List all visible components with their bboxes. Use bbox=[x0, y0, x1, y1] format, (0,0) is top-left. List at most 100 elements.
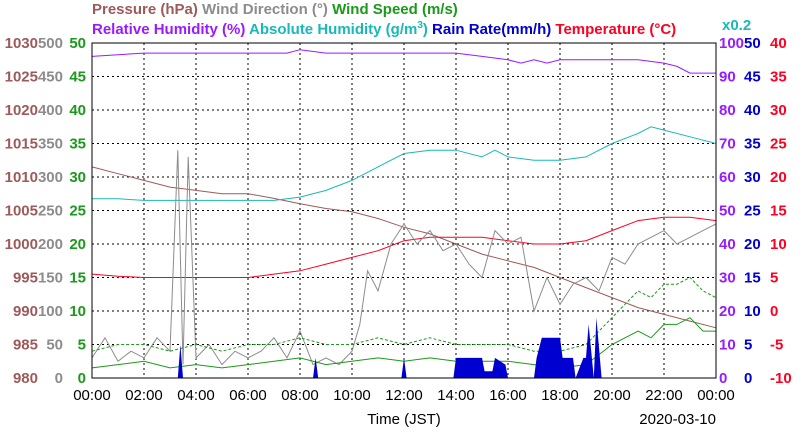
chart-date: 2020-03-10 bbox=[639, 411, 716, 428]
y-tick-label-wind_dir: 350 bbox=[38, 136, 63, 153]
x-tick-label: 04:00 bbox=[177, 387, 215, 404]
x-tick-label: 12:00 bbox=[385, 387, 423, 404]
y-tick-label-temp: 20 bbox=[770, 169, 787, 186]
y-tick-label-pressure: 1030 bbox=[5, 35, 38, 52]
x-axis: 00:00 02:00 04:00 06:00 08:00 10:00 12:00 14:00… bbox=[73, 387, 735, 404]
y-tick-label-rain: 20 bbox=[744, 236, 761, 253]
x-tick-label: 16:00 bbox=[489, 387, 527, 404]
y-tick-label-wind_speed: 10 bbox=[69, 303, 86, 320]
y-tick-label-rain: 45 bbox=[744, 69, 761, 86]
y-tick-label-humidity: 60 bbox=[719, 169, 736, 186]
y-tick-label-wind_speed: 15 bbox=[69, 270, 86, 287]
x-tick-label: 00:00 bbox=[73, 387, 111, 404]
y-tick-label-rain: 25 bbox=[744, 203, 761, 220]
y-tick-label-pressure: 985 bbox=[13, 337, 38, 354]
x-axis-label: Time (JST) bbox=[367, 411, 441, 428]
y-tick-label-rain: 50 bbox=[744, 35, 761, 52]
series-wind-speed-gust bbox=[91, 276, 717, 352]
y-tick-label-temp: 30 bbox=[770, 102, 787, 119]
x-tick-label: 06:00 bbox=[229, 387, 267, 404]
legend-ah-scale: x0.2 bbox=[722, 17, 751, 34]
y-tick-label-temp: 0 bbox=[770, 303, 778, 320]
y-tick-label-humidity: 30 bbox=[719, 270, 736, 287]
y-tick-label-wind_dir: 0 bbox=[55, 370, 63, 387]
series-temperature-c bbox=[91, 216, 717, 278]
series-pressure-hpa bbox=[91, 166, 717, 329]
x-tick-label: 20:00 bbox=[593, 387, 631, 404]
legend-entry: Relative Humidity (%) bbox=[92, 21, 245, 38]
y-tick-label-pressure: 990 bbox=[13, 303, 38, 320]
y-tick-label-wind_dir: 300 bbox=[38, 169, 63, 186]
x-tick-label: 08:00 bbox=[281, 387, 319, 404]
y-tick-label-wind_dir: 150 bbox=[38, 270, 63, 287]
legend-tail: ) bbox=[423, 21, 428, 38]
y-tick-label-wind_dir: 50 bbox=[46, 337, 63, 354]
legend-row-1: Pressure (hPa) Wind Direction (°) Wind S… bbox=[92, 1, 458, 18]
y-tick-label-humidity: 0 bbox=[719, 370, 727, 387]
series-rain-rate bbox=[92, 317, 716, 378]
y-tick-label-pressure: 1000 bbox=[5, 236, 38, 253]
y-tick-label-humidity: 80 bbox=[719, 102, 736, 119]
y-tick-label-humidity: 40 bbox=[719, 236, 736, 253]
y-tick-label-wind_speed: 35 bbox=[69, 136, 86, 153]
x-tick-label: 22:00 bbox=[645, 387, 683, 404]
y-tick-label-temp: -5 bbox=[770, 337, 783, 354]
x-tick-label: 14:00 bbox=[437, 387, 475, 404]
y-tick-label-wind_dir: 250 bbox=[38, 203, 63, 220]
x-tick-label: 18:00 bbox=[541, 387, 579, 404]
y-tick-label-humidity: 20 bbox=[719, 303, 736, 320]
plot-frame bbox=[91, 42, 717, 379]
y-tick-label-temp: 15 bbox=[770, 203, 787, 220]
y-tick-label-pressure: 1020 bbox=[5, 102, 38, 119]
y-tick-label-wind_dir: 100 bbox=[38, 303, 63, 320]
legend-superscript: 3 bbox=[417, 20, 423, 31]
x-tick-label: 02:00 bbox=[125, 387, 163, 404]
y-tick-label-temp: 35 bbox=[770, 69, 787, 86]
x-tick-label: 10:00 bbox=[333, 387, 371, 404]
y-tick-label-rain: 35 bbox=[744, 136, 761, 153]
x-tick-label: 00:00 bbox=[697, 387, 735, 404]
y-tick-label-wind_speed: 40 bbox=[69, 102, 86, 119]
y-tick-label-wind_dir: 400 bbox=[38, 102, 63, 119]
y-tick-label-pressure: 1010 bbox=[5, 169, 38, 186]
y-tick-label-pressure: 995 bbox=[13, 270, 38, 287]
right-axes: 1009080706050403020100504540353025201510… bbox=[719, 35, 792, 387]
y-tick-label-rain: 10 bbox=[744, 303, 761, 320]
y-tick-label-wind_speed: 45 bbox=[69, 69, 86, 86]
y-tick-label-rain: 0 bbox=[744, 370, 752, 387]
legend-entry: Absolute Humidity (g/m bbox=[245, 21, 417, 38]
y-tick-label-temp: 25 bbox=[770, 136, 787, 153]
series-wind-direction bbox=[91, 150, 717, 366]
y-tick-label-pressure: 980 bbox=[13, 370, 38, 387]
y-tick-label-temp: 40 bbox=[770, 35, 787, 52]
y-tick-label-rain: 30 bbox=[744, 169, 761, 186]
series-layer bbox=[91, 49, 717, 378]
series-relative-humidity bbox=[91, 49, 716, 74]
y-tick-label-humidity: 100 bbox=[719, 35, 744, 52]
y-tick-label-humidity: 10 bbox=[719, 337, 736, 354]
y-tick-label-wind_dir: 200 bbox=[38, 236, 63, 253]
y-tick-label-pressure: 1005 bbox=[5, 203, 38, 220]
y-tick-label-wind_speed: 25 bbox=[69, 203, 86, 220]
y-tick-label-temp: 5 bbox=[770, 270, 778, 287]
y-tick-label-wind_dir: 450 bbox=[38, 69, 63, 86]
y-tick-label-humidity: 90 bbox=[719, 69, 736, 86]
y-tick-label-temp: -10 bbox=[770, 370, 792, 387]
legend-entry: Wind Speed (m/s) bbox=[328, 1, 458, 18]
legend-entry: Wind Direction (°) bbox=[198, 1, 328, 18]
legend-entry: Rain Rate(mm/h) bbox=[428, 21, 551, 38]
legend-entry: Pressure (hPa) bbox=[92, 1, 198, 18]
y-tick-label-wind_speed: 30 bbox=[69, 169, 86, 186]
y-tick-label-rain: 40 bbox=[744, 102, 761, 119]
y-tick-label-temp: 10 bbox=[770, 236, 787, 253]
series-absolute-humidity-g-m3 bbox=[92, 126, 717, 201]
y-tick-label-wind_speed: 5 bbox=[78, 337, 86, 354]
y-tick-label-rain: 5 bbox=[744, 337, 752, 354]
y-tick-label-pressure: 1015 bbox=[5, 136, 38, 153]
y-tick-label-wind_speed: 0 bbox=[78, 370, 86, 387]
legend-row-2: Relative Humidity (%) Absolute Humidity … bbox=[92, 20, 676, 38]
y-tick-label-pressure: 1025 bbox=[5, 69, 38, 86]
y-tick-label-humidity: 50 bbox=[719, 203, 736, 220]
left-axes: 1030102510201015101010051000995990985980… bbox=[5, 35, 86, 387]
